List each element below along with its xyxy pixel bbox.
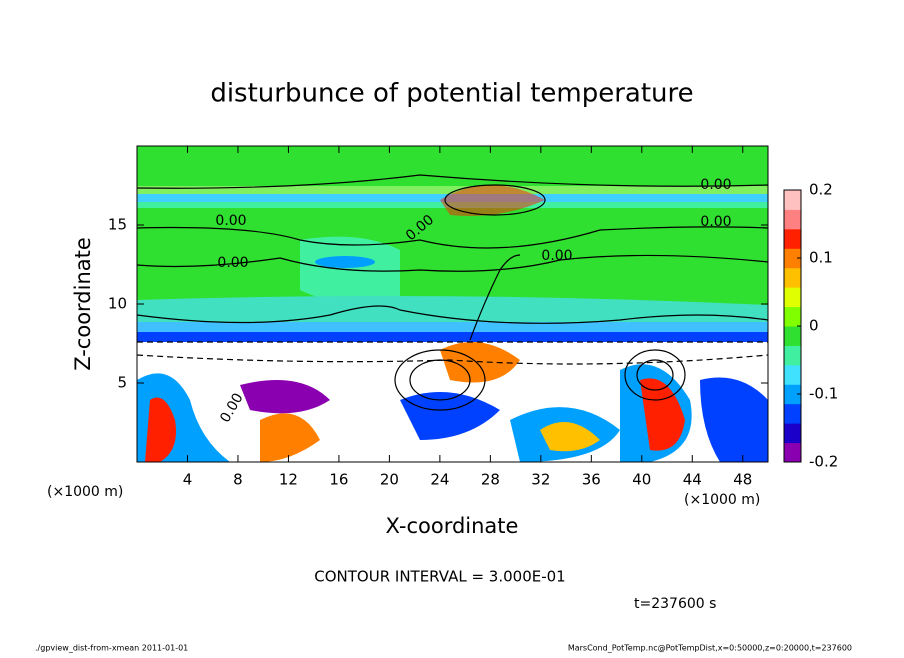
field (137, 146, 768, 462)
contour-label: 0.00 (217, 255, 248, 271)
field-band (137, 332, 768, 342)
colorbar-segment (784, 306, 801, 327)
colorbar-tick-label: 0.2 (809, 181, 833, 199)
x-tick-label: 36 (582, 471, 601, 489)
time-label: t=237600 s (634, 596, 716, 612)
x-tick-label: 40 (632, 471, 651, 489)
x-tick-label: 44 (683, 471, 702, 489)
footer-right: MarsCond_PotTemp.nc@PotTempDist,x=0:5000… (568, 644, 852, 653)
contour-label: 0.00 (541, 248, 572, 264)
contour-label: 0.00 (700, 214, 731, 230)
colorbar-segment (784, 384, 801, 405)
chart-title: disturbunce of potential temperature (210, 79, 693, 109)
colorbar-segment (784, 248, 801, 269)
x-tick-label: 12 (279, 471, 298, 489)
field-patch (260, 413, 320, 462)
x-tick-label: 32 (531, 471, 550, 489)
field-patch (640, 378, 685, 451)
colorbar-tick-label: 0.1 (809, 249, 833, 267)
y-tick-label: 15 (108, 216, 127, 234)
y-tick-label: 10 (108, 295, 127, 313)
contour-label: 0.00 (215, 213, 246, 229)
footer-left: ./gpview_dist-from-xmean 2011-01-01 (35, 644, 188, 653)
field-band (137, 322, 768, 332)
y-axis-label: Z-coordinate (71, 237, 95, 371)
field-band (137, 186, 768, 194)
colorbar-tick-label: -0.1 (809, 385, 838, 403)
axis-unit: (×1000 m) (684, 492, 760, 508)
colorbar-segment (784, 403, 801, 424)
x-tick-label: 8 (233, 471, 243, 489)
field-patch (240, 380, 330, 414)
colorbar-segment (784, 287, 801, 308)
colorbar-tick-label: -0.2 (809, 453, 838, 471)
field-patch (315, 256, 375, 268)
x-tick-label: 16 (329, 471, 348, 489)
x-tick-label: 48 (733, 471, 752, 489)
colorbar-segment (784, 423, 801, 444)
field-patch (145, 397, 176, 462)
x-tick-label: 4 (183, 471, 193, 489)
field-patch (440, 185, 545, 216)
colorbar-segment (784, 190, 801, 210)
x-tick-label: 28 (481, 471, 500, 489)
contour-interval: CONTOUR INTERVAL = 3.000E-01 (314, 568, 565, 586)
colorbar-segment (784, 442, 801, 463)
axis-unit: (×1000 m) (47, 484, 123, 500)
x-tick-label: 20 (380, 471, 399, 489)
contour-lines (137, 174, 768, 411)
field-patch (540, 422, 600, 452)
x-axis-label: X-coordinate (386, 514, 519, 538)
colorbar-tick-label: 0 (809, 317, 819, 335)
field-patch (400, 392, 500, 440)
field-patch (700, 377, 768, 462)
colorbar-segment (784, 364, 801, 385)
colorbar-segment (784, 267, 801, 288)
colorbar-segment (784, 209, 801, 230)
y-tick-label: 5 (117, 374, 127, 392)
colorbar-segment (784, 326, 801, 346)
colorbar-segment (784, 228, 801, 249)
x-tick-label: 24 (430, 471, 449, 489)
colorbar-segment (784, 345, 801, 366)
contour-label: 0.00 (700, 177, 731, 193)
